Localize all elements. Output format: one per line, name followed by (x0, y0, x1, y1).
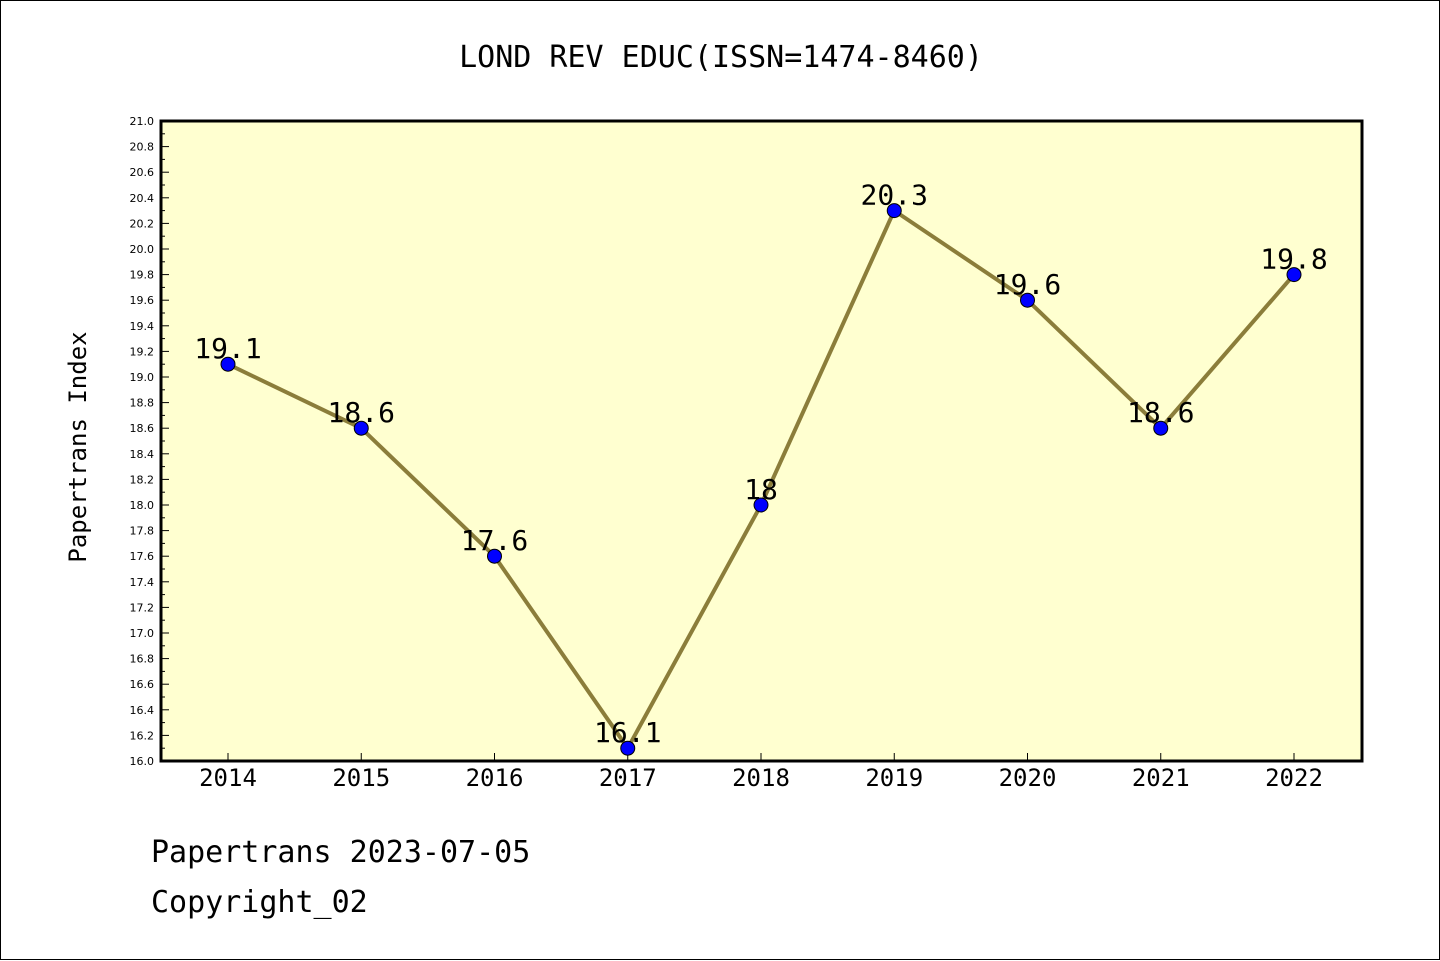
data-point-marker (1286, 267, 1302, 283)
y-tick-label: 18.6 (130, 422, 155, 435)
y-tick-label: 20.6 (130, 166, 155, 179)
data-label: 19.8 (1260, 243, 1327, 276)
data-point-marker (1153, 420, 1169, 436)
y-tick-label: 16.6 (130, 678, 155, 691)
y-tick-label: 17.2 (130, 601, 155, 614)
data-label: 18.6 (1127, 396, 1194, 429)
y-tick-label: 19.0 (130, 371, 155, 384)
x-tick-label: 2015 (332, 764, 390, 792)
x-tick-label: 2022 (1265, 764, 1323, 792)
x-axis-ticks: 2014 2015 2016 2017 2018 2019 2020 2021 2022 (199, 753, 1323, 792)
y-tick-label: 17.0 (130, 627, 155, 640)
y-tick-label: 18.0 (130, 499, 155, 512)
data-label: 19.6 (994, 268, 1061, 301)
data-label: 17.6 (461, 524, 528, 557)
y-tick-label: 16.0 (130, 755, 155, 768)
x-tick-label: 2019 (865, 764, 923, 792)
data-label: 18.6 (328, 396, 395, 429)
y-tick-label: 18.4 (130, 448, 155, 461)
plot-area (161, 121, 1362, 761)
y-tick-label: 21.0 (130, 115, 155, 128)
footer-copyright-text: Copyright_02 (151, 885, 368, 920)
chart-title: LOND REV EDUC(ISSN=1474-8460) (459, 40, 983, 75)
y-tick-label: 17.4 (130, 576, 155, 589)
data-point-marker (220, 356, 236, 372)
data-point-marker (886, 203, 902, 219)
data-label: 18 (744, 473, 778, 506)
data-label: 16.1 (594, 716, 661, 749)
footer-date-text: Papertrans 2023-07-05 (151, 835, 531, 870)
data-point-marker (620, 740, 636, 756)
y-axis-ticks: 16.0 16.2 16.4 16.6 16.8 17.0 17.2 17.4 17.6 17.8… (130, 115, 169, 768)
y-tick-label: 20.8 (130, 141, 155, 154)
y-tick-label: 17.8 (130, 525, 155, 538)
y-tick-label: 20.2 (130, 217, 155, 230)
y-tick-label: 18.2 (130, 473, 155, 486)
x-tick-label: 2016 (466, 764, 524, 792)
y-tick-label: 16.2 (130, 729, 155, 742)
x-tick-label: 2021 (1132, 764, 1190, 792)
x-tick-label: 2017 (599, 764, 657, 792)
y-tick-label: 19.2 (130, 345, 155, 358)
y-tick-label: 20.0 (130, 243, 155, 256)
data-point-marker (753, 497, 769, 513)
data-label: 20.3 (861, 179, 928, 212)
y-tick-label: 20.4 (130, 192, 155, 205)
y-tick-label: 17.6 (130, 550, 155, 563)
data-point-marker (1020, 292, 1035, 308)
plot-border (159, 119, 1364, 763)
data-label: 19.1 (194, 332, 261, 365)
x-tick-label: 2020 (999, 764, 1057, 792)
data-point-marker (487, 548, 502, 564)
y-tick-label: 18.8 (130, 397, 155, 410)
y-tick-label: 19.6 (130, 294, 155, 307)
data-point-marker (353, 420, 369, 436)
y-tick-label: 19.4 (130, 320, 155, 333)
y-axis-label: Papertrans Index (64, 331, 92, 562)
x-tick-label: 2018 (732, 764, 790, 792)
x-tick-label: 2014 (199, 764, 257, 792)
y-tick-label: 19.8 (130, 269, 155, 282)
y-tick-label: 16.4 (130, 704, 155, 717)
y-tick-label: 16.8 (130, 653, 155, 666)
series-layer: 19.1 18.6 17.6 16.1 18 20.3 19.6 18.6 19.8 (194, 179, 1328, 756)
